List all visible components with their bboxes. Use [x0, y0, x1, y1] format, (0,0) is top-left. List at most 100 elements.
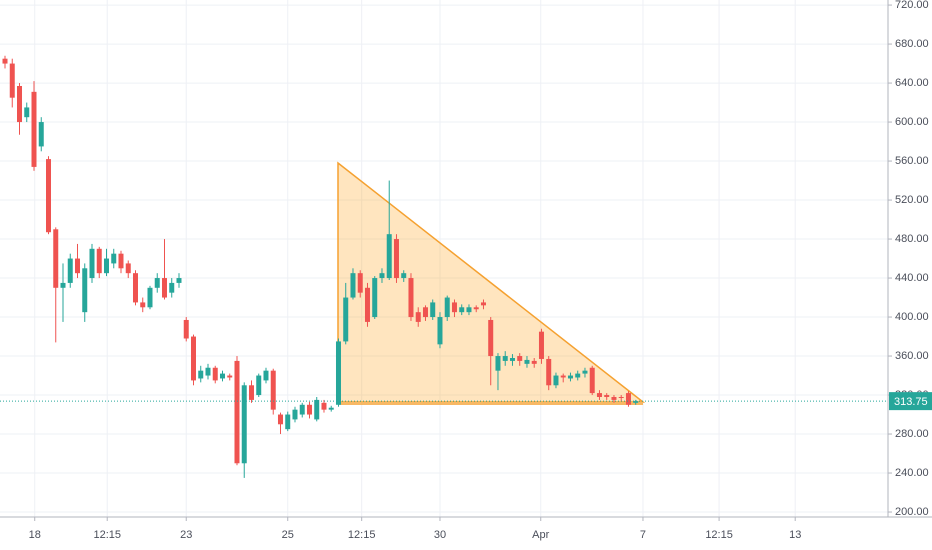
candle-body: [89, 248, 95, 279]
candle-body: [125, 263, 131, 274]
candle-body: [524, 359, 530, 364]
candle-body: [343, 297, 349, 342]
candle-body: [219, 373, 225, 379]
y-tick-label: 560.00: [895, 155, 929, 167]
candle-body: [401, 273, 407, 279]
candle-body: [466, 307, 472, 313]
candle-body: [2, 58, 8, 64]
x-tick-label: 12:15: [705, 529, 733, 541]
candle-body: [17, 85, 23, 123]
candle-body: [611, 396, 617, 400]
candle-body: [625, 393, 631, 405]
candle-body: [451, 302, 457, 313]
candle-body: [277, 414, 283, 425]
candle-body: [31, 91, 37, 167]
y-tick-label: 200.00: [895, 506, 929, 518]
y-tick-label: 240.00: [895, 467, 929, 479]
candle-body: [140, 302, 146, 308]
candle-body: [270, 370, 276, 410]
x-tick-label: 30: [434, 529, 446, 541]
candle-body: [132, 273, 138, 303]
candle-body: [437, 317, 443, 345]
candle-body: [357, 273, 363, 293]
candle-body: [633, 401, 639, 403]
y-tick-label: 480.00: [895, 233, 929, 245]
candle-body: [502, 356, 508, 361]
candle-body: [38, 122, 44, 147]
candle-body: [198, 370, 204, 379]
y-tick-label: 680.00: [895, 38, 929, 50]
candle-body: [103, 258, 109, 274]
candle-body: [161, 278, 167, 298]
y-tick-label: 440.00: [895, 272, 929, 284]
candle-body: [24, 107, 30, 118]
candle-body: [408, 278, 414, 318]
candle-body: [560, 375, 566, 378]
candle-body: [393, 239, 399, 279]
candle-body: [480, 302, 486, 306]
candle-body: [386, 234, 392, 279]
candle-body: [60, 282, 66, 288]
y-tick-label: 640.00: [895, 77, 929, 89]
candle-body: [538, 331, 544, 359]
candle-body: [430, 302, 436, 318]
x-tick-label: 18: [29, 529, 41, 541]
grid: [0, 0, 888, 517]
candle-body: [488, 319, 494, 357]
candle-body: [147, 287, 153, 308]
candle-body: [169, 282, 175, 293]
candle-body: [531, 360, 537, 364]
candle-body: [575, 373, 581, 378]
y-tick-label: 720.00: [895, 0, 929, 11]
candle-body: [154, 278, 160, 288]
y-tick-label: 280.00: [895, 428, 929, 440]
candle-body: [306, 404, 312, 415]
candle-body: [459, 307, 465, 313]
candle-body: [248, 385, 254, 400]
candle-body: [596, 393, 602, 397]
candle-body: [364, 287, 370, 322]
candle-body: [263, 370, 269, 381]
candle-body: [292, 409, 298, 420]
candle-body: [321, 402, 327, 410]
y-tick-label: 360.00: [895, 350, 929, 362]
candle-body: [335, 341, 341, 405]
y-tick-label: 520.00: [895, 194, 929, 206]
candle-body: [618, 396, 624, 398]
x-tick-label: 23: [180, 529, 192, 541]
x-tick-label: 7: [640, 529, 646, 541]
candle-body: [314, 399, 320, 420]
candle-body: [183, 319, 189, 339]
candle-body: [604, 395, 610, 397]
candle-body: [96, 248, 102, 274]
candle-body: [567, 375, 573, 379]
candle-body: [517, 356, 523, 361]
candle-body: [234, 360, 240, 464]
candle-body: [74, 258, 80, 274]
candle-body: [176, 278, 182, 283]
candle-body: [45, 159, 51, 233]
candle-body: [67, 258, 73, 283]
candle-body: [299, 404, 305, 415]
candle-body: [227, 375, 233, 378]
candle-body: [111, 253, 117, 264]
x-tick-label: 12:15: [93, 529, 121, 541]
candle-body: [53, 229, 59, 288]
candle-body: [256, 375, 262, 396]
last-price-box: [889, 392, 932, 411]
last-price-label: 313.75: [894, 396, 928, 408]
y-tick-label: 600.00: [895, 116, 929, 128]
candles: [2, 55, 639, 478]
x-tick-label: 13: [789, 529, 801, 541]
candle-body: [205, 367, 211, 376]
candle-body: [473, 307, 479, 310]
candle-body: [589, 367, 595, 394]
candle-body: [9, 63, 15, 98]
candle-body: [285, 414, 291, 430]
candle-body: [379, 273, 385, 279]
candle-body: [495, 356, 501, 371]
x-tick-label: Apr: [532, 529, 549, 541]
